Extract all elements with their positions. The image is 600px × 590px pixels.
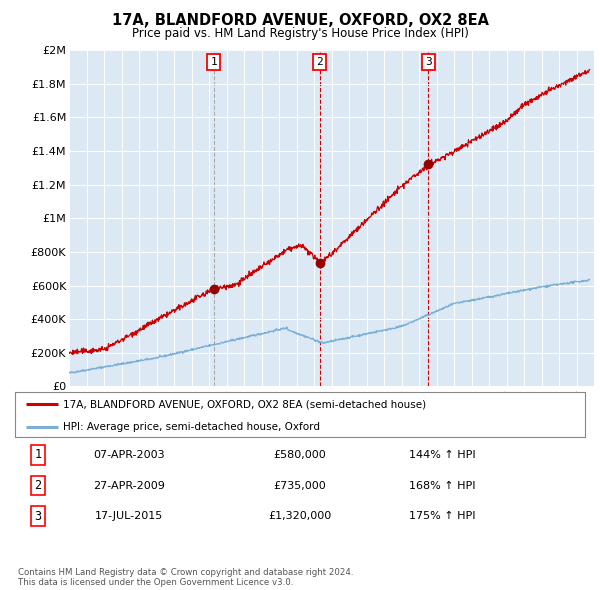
Text: 17A, BLANDFORD AVENUE, OXFORD, OX2 8EA: 17A, BLANDFORD AVENUE, OXFORD, OX2 8EA [112, 13, 488, 28]
Text: £1,320,000: £1,320,000 [268, 512, 332, 521]
Text: Price paid vs. HM Land Registry's House Price Index (HPI): Price paid vs. HM Land Registry's House … [131, 27, 469, 40]
Text: 17A, BLANDFORD AVENUE, OXFORD, OX2 8EA (semi-detached house): 17A, BLANDFORD AVENUE, OXFORD, OX2 8EA (… [64, 399, 427, 409]
Text: 3: 3 [425, 57, 432, 67]
Text: 3: 3 [34, 510, 41, 523]
Text: 1: 1 [34, 448, 41, 461]
Text: 144% ↑ HPI: 144% ↑ HPI [409, 450, 476, 460]
Text: 07-APR-2003: 07-APR-2003 [93, 450, 165, 460]
Text: 2: 2 [34, 479, 41, 492]
Text: 2: 2 [316, 57, 323, 67]
Text: £580,000: £580,000 [274, 450, 326, 460]
Text: 17-JUL-2015: 17-JUL-2015 [95, 512, 163, 521]
Text: 1: 1 [211, 57, 217, 67]
Text: £735,000: £735,000 [274, 481, 326, 490]
Text: 27-APR-2009: 27-APR-2009 [93, 481, 165, 490]
Text: Contains HM Land Registry data © Crown copyright and database right 2024.
This d: Contains HM Land Registry data © Crown c… [18, 568, 353, 587]
Text: 175% ↑ HPI: 175% ↑ HPI [409, 512, 476, 521]
Text: 168% ↑ HPI: 168% ↑ HPI [409, 481, 476, 490]
Text: HPI: Average price, semi-detached house, Oxford: HPI: Average price, semi-detached house,… [64, 422, 320, 432]
